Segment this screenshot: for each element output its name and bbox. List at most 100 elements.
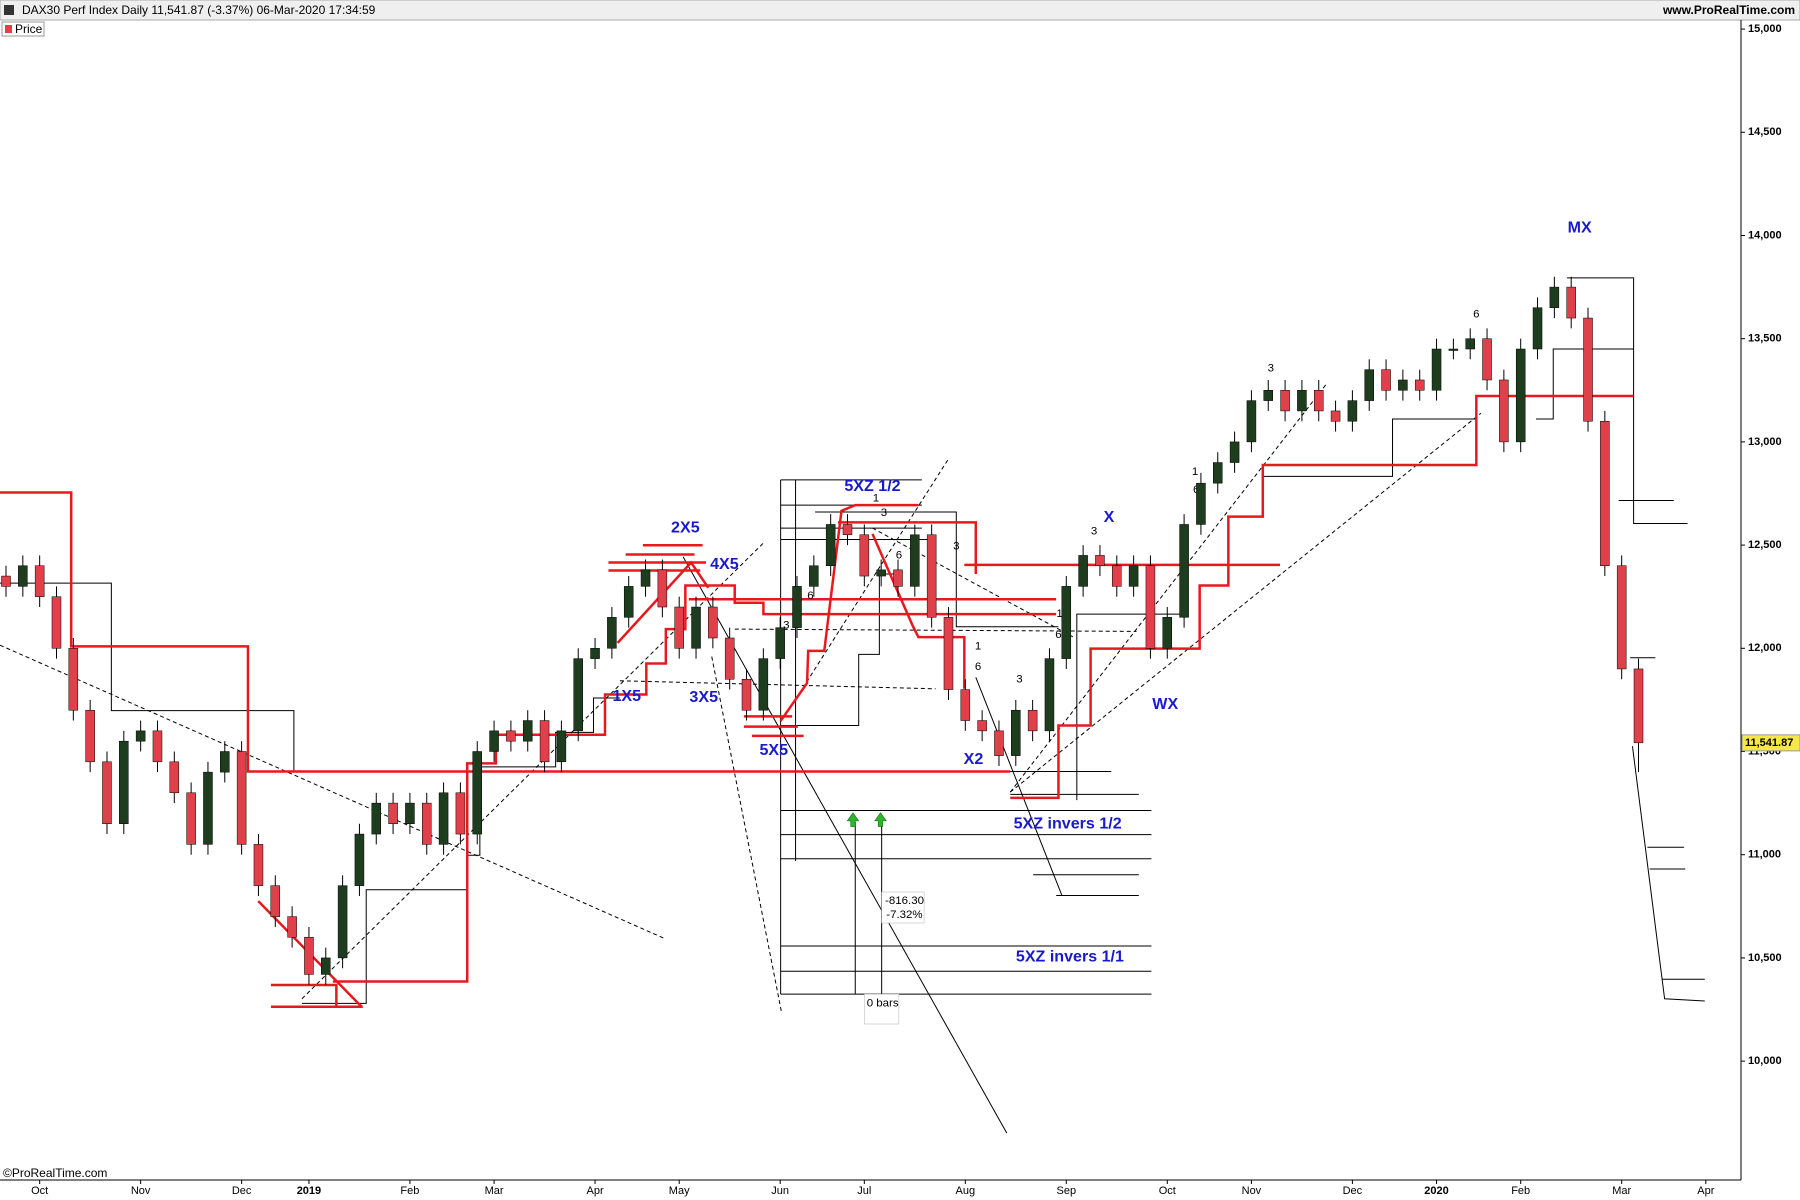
red-step <box>0 492 1010 771</box>
candle-body <box>623 586 634 618</box>
candle-body <box>708 606 718 639</box>
candle-body <box>1011 709 1021 756</box>
wave-label: 5XZ invers 1/1 <box>1016 948 1124 966</box>
candle-body <box>1196 482 1206 525</box>
y-tick-label: 13,500 <box>1748 333 1782 345</box>
candle-body <box>1061 586 1072 659</box>
candle-body <box>18 565 28 587</box>
level-line <box>1263 419 1477 476</box>
candle-body <box>119 740 129 824</box>
y-tick-label: 14,500 <box>1748 126 1782 138</box>
wave-count: 6 <box>1055 629 1061 641</box>
y-tick-label: 10,500 <box>1748 952 1782 964</box>
candle-body <box>590 648 600 659</box>
measure-box <box>864 993 900 1025</box>
candle-body <box>1179 524 1189 618</box>
x-tick-label: Feb <box>400 1185 419 1197</box>
candle-body <box>489 730 499 752</box>
x-tick-label: 2020 <box>1424 1185 1448 1197</box>
candle-body <box>287 916 297 938</box>
candle-body <box>741 679 752 711</box>
wave-label: 1X5 <box>613 687 642 705</box>
candle-body <box>1313 390 1324 412</box>
trendline <box>1010 413 1481 792</box>
wave-count: 1 <box>1056 608 1062 620</box>
candle-body <box>926 534 937 618</box>
wave-label: 2X5 <box>671 518 700 536</box>
candle-body <box>775 627 785 659</box>
candle-body <box>1229 441 1240 463</box>
candle-body <box>977 720 987 732</box>
source: www.ProRealTime.com <box>1662 3 1795 17</box>
wave-label: X <box>1104 508 1115 526</box>
arrow-up <box>874 812 887 827</box>
candle-body <box>943 617 954 690</box>
red-step <box>838 522 976 574</box>
wave-label: 5XZ 1/2 <box>844 477 900 495</box>
candle-body <box>203 771 213 845</box>
candle-body <box>1414 379 1425 391</box>
candle-body <box>809 565 819 587</box>
wave-label: 5X5 <box>759 741 788 759</box>
candle-body <box>825 524 836 566</box>
wave-count: 3 <box>1268 363 1274 375</box>
level-line <box>683 557 1007 1133</box>
candle-body <box>842 524 853 536</box>
trendline <box>712 657 782 1014</box>
level-line <box>1632 746 1704 1001</box>
candle-body <box>472 751 482 835</box>
x-tick-label: Apr <box>586 1185 603 1197</box>
candle-body <box>994 730 1004 756</box>
copyright: ©ProRealTime.com <box>3 1166 107 1180</box>
wave-count: 1 <box>975 640 981 652</box>
candle-body <box>1112 565 1122 587</box>
candle-body <box>1145 565 1156 649</box>
candle-body <box>371 802 382 835</box>
y-tick-label: 14,000 <box>1748 229 1782 241</box>
trendline <box>784 459 948 717</box>
candle-body <box>1347 400 1358 422</box>
trendline <box>872 528 1073 637</box>
candle-body <box>506 730 516 742</box>
candle-body <box>34 565 45 597</box>
candle-body <box>1095 555 1105 566</box>
candle-body <box>859 534 870 577</box>
candle-body <box>455 792 466 835</box>
candle-body <box>405 802 415 824</box>
candle-body <box>573 658 583 732</box>
candle-body <box>1364 369 1374 401</box>
candle-body <box>68 648 79 711</box>
red-step <box>781 505 919 721</box>
wave-label: X2 <box>964 750 984 768</box>
candle-body <box>1600 421 1610 566</box>
candle-body <box>1027 709 1038 732</box>
candle-body <box>1297 390 1307 412</box>
wave-count: 6 <box>975 661 981 673</box>
x-tick-label: Dec <box>1343 1185 1363 1197</box>
level-line <box>1536 349 1634 419</box>
candle-body <box>1549 286 1560 308</box>
candle-body <box>51 596 62 649</box>
candle-body <box>253 844 264 886</box>
candle-body <box>1078 555 1088 587</box>
x-tick-label: Jul <box>857 1185 871 1197</box>
wave-label: MX <box>1568 219 1592 237</box>
candle-body <box>1044 658 1055 732</box>
candle-body <box>1128 565 1139 587</box>
candles <box>1 276 1644 985</box>
candle-body <box>1465 338 1475 350</box>
trendline <box>620 681 936 689</box>
arrow-up <box>846 812 860 827</box>
wave-count: 6 <box>807 590 813 602</box>
x-tick-label: Feb <box>1511 1185 1530 1197</box>
wave-count: 3 <box>1016 674 1022 686</box>
wave-count: 6 <box>1473 309 1479 321</box>
legend-box <box>1 21 45 37</box>
candle-body <box>152 730 163 763</box>
wave-count: 3 <box>881 507 887 519</box>
candle-body <box>910 534 920 587</box>
candle-body <box>135 730 146 742</box>
candle-body <box>102 761 112 824</box>
candle-body <box>1246 400 1257 443</box>
